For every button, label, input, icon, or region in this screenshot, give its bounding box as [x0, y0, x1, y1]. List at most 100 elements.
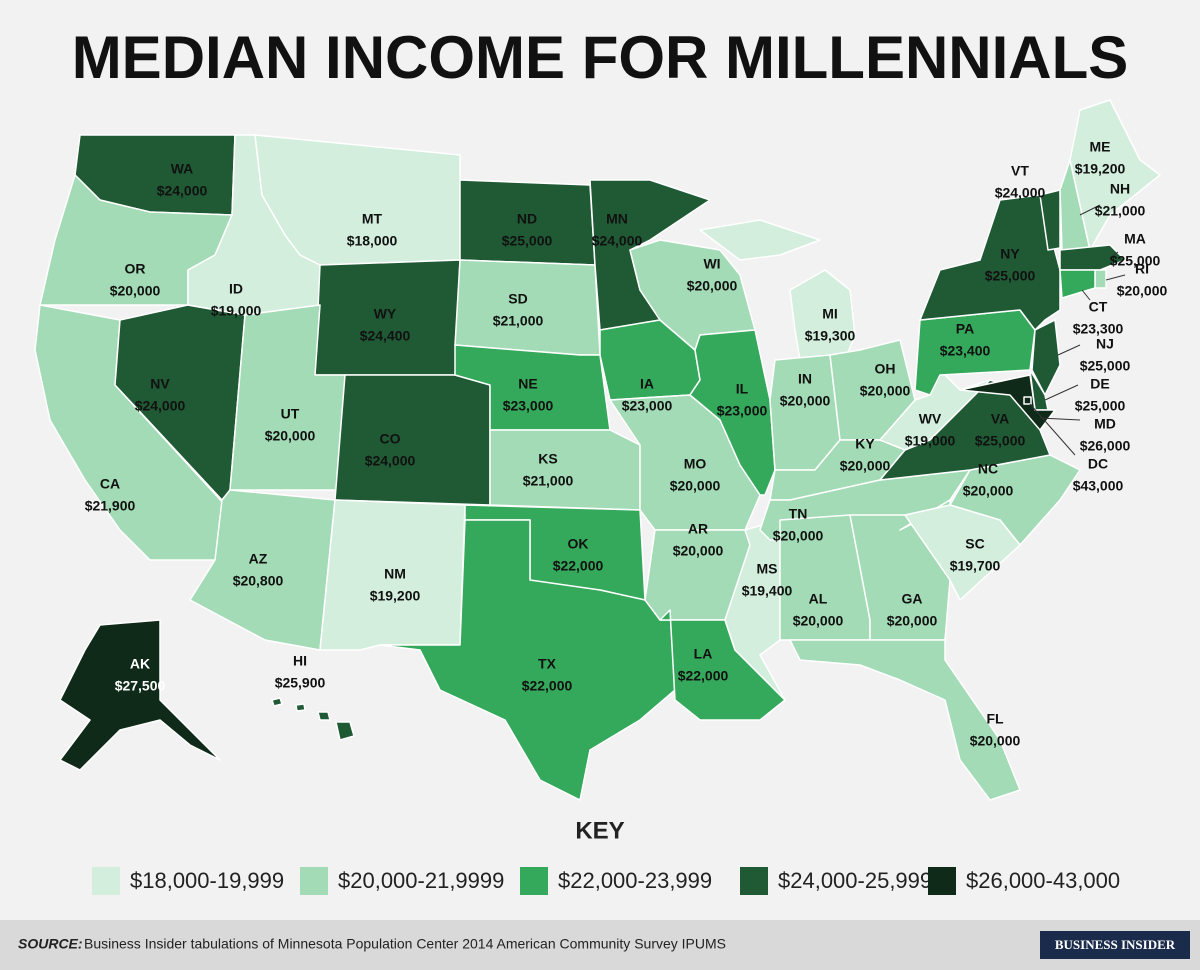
- state-value: $20,000: [670, 478, 721, 494]
- state-name: CO: [380, 431, 401, 447]
- state-name: NE: [518, 376, 537, 392]
- state-value: $20,000: [773, 528, 824, 544]
- state-name: CT: [1089, 299, 1108, 315]
- state-value: $22,000: [522, 678, 573, 694]
- state: [271, 697, 355, 741]
- state-name: SC: [965, 536, 984, 552]
- state-name: IL: [736, 381, 749, 397]
- state: [699, 219, 856, 361]
- state-name: IA: [640, 376, 654, 392]
- state-value: $23,400: [940, 343, 991, 359]
- state-value: $20,000: [793, 613, 844, 629]
- state-value: $19,200: [1075, 161, 1126, 177]
- state-name: WV: [919, 411, 942, 427]
- state-name: DE: [1090, 376, 1109, 392]
- state-name: MS: [757, 561, 778, 577]
- state-value: $27,500: [115, 678, 166, 694]
- state-name: NC: [978, 461, 998, 477]
- state-name: MN: [606, 211, 628, 227]
- state-value: $19,000: [905, 433, 956, 449]
- legend-swatch: [92, 867, 120, 895]
- source-text: Business Insider tabulations of Minnesot…: [84, 936, 726, 952]
- state-value: $20,800: [233, 573, 284, 589]
- state-value: $24,000: [157, 183, 208, 199]
- state-value: $22,000: [553, 558, 604, 574]
- state-name: OK: [568, 536, 589, 552]
- state-value: $19,400: [742, 583, 793, 599]
- state-labels: WA $24,000 OR $20,000 CA $21,900 NV $24,000 ID $1…: [85, 139, 1168, 749]
- state-name: MT: [362, 211, 383, 227]
- state-value: $23,000: [622, 398, 673, 414]
- legend-label: $18,000-19,999: [130, 868, 284, 893]
- leader-line: [1081, 289, 1091, 301]
- state-value: $26,000: [1080, 438, 1131, 454]
- state: [904, 504, 1021, 601]
- legend-swatch: [740, 867, 768, 895]
- state-value: $24,000: [592, 233, 643, 249]
- state-name: NJ: [1096, 336, 1114, 352]
- state-name: AR: [688, 521, 708, 537]
- state: [959, 374, 1056, 431]
- state-name: OR: [125, 261, 146, 277]
- state-name: GA: [902, 591, 923, 607]
- state-value: $18,000: [347, 233, 398, 249]
- leader-line: [1029, 403, 1076, 456]
- state-name: TX: [538, 656, 557, 672]
- state: [489, 429, 641, 511]
- state-value: $25,000: [975, 433, 1026, 449]
- state-name: WI: [703, 256, 720, 272]
- legend-label: $22,000-23,999: [558, 868, 712, 893]
- state-value: $24,000: [135, 398, 186, 414]
- state-name: NH: [1110, 181, 1130, 197]
- legend-swatch: [300, 867, 328, 895]
- state-value: $20,000: [963, 483, 1014, 499]
- state-value: $23,300: [1073, 321, 1124, 337]
- state-name: VT: [1011, 163, 1029, 179]
- state-value: $24,000: [995, 185, 1046, 201]
- source-prefix: SOURCE:: [18, 936, 83, 952]
- leader-line: [1057, 344, 1081, 356]
- state-name: MD: [1094, 416, 1116, 432]
- state: [454, 259, 601, 356]
- state-name: ME: [1090, 139, 1111, 155]
- state-value: $20,000: [110, 283, 161, 299]
- state-value: $20,000: [780, 393, 831, 409]
- legend-label: $20,000-21,9999: [338, 868, 504, 893]
- state-value: $23,000: [717, 403, 768, 419]
- state-value: $20,000: [673, 543, 724, 559]
- state-name: AK: [130, 656, 150, 672]
- state-value: $20,000: [1117, 283, 1168, 299]
- state-name: WY: [374, 306, 397, 322]
- state-name: NY: [1000, 246, 1020, 262]
- state: [1039, 189, 1061, 251]
- state-name: OH: [875, 361, 896, 377]
- state-name: WA: [171, 161, 194, 177]
- state-name: PA: [956, 321, 974, 337]
- state-name: MI: [822, 306, 838, 322]
- state: [1031, 319, 1061, 396]
- state-name: DC: [1088, 456, 1108, 472]
- state-name: SD: [508, 291, 527, 307]
- state-name: AZ: [249, 551, 268, 567]
- state-value: $20,000: [265, 428, 316, 444]
- state-value: $21,000: [493, 313, 544, 329]
- state-name: NM: [384, 566, 406, 582]
- state-name: HI: [293, 653, 307, 669]
- state-name: RI: [1135, 261, 1149, 277]
- states: [34, 99, 1161, 801]
- leader-line: [1105, 274, 1126, 281]
- legend: $18,000-19,999 $20,000-21,9999 $22,000-23,…: [92, 867, 1120, 895]
- legend-label: $24,000-25,9999: [778, 868, 944, 893]
- footer-bar: [0, 920, 1200, 970]
- state-value: $25,900: [275, 675, 326, 691]
- state-name: VA: [991, 411, 1009, 427]
- state-value: $19,700: [950, 558, 1001, 574]
- state-value: $21,000: [1095, 203, 1146, 219]
- state: [1059, 244, 1126, 271]
- state-name: UT: [281, 406, 300, 422]
- state: [334, 374, 491, 506]
- state-name: ND: [517, 211, 537, 227]
- brand: BUSINESS INSIDER: [1055, 937, 1176, 952]
- legend-title: KEY: [575, 817, 624, 844]
- state-name: MO: [684, 456, 707, 472]
